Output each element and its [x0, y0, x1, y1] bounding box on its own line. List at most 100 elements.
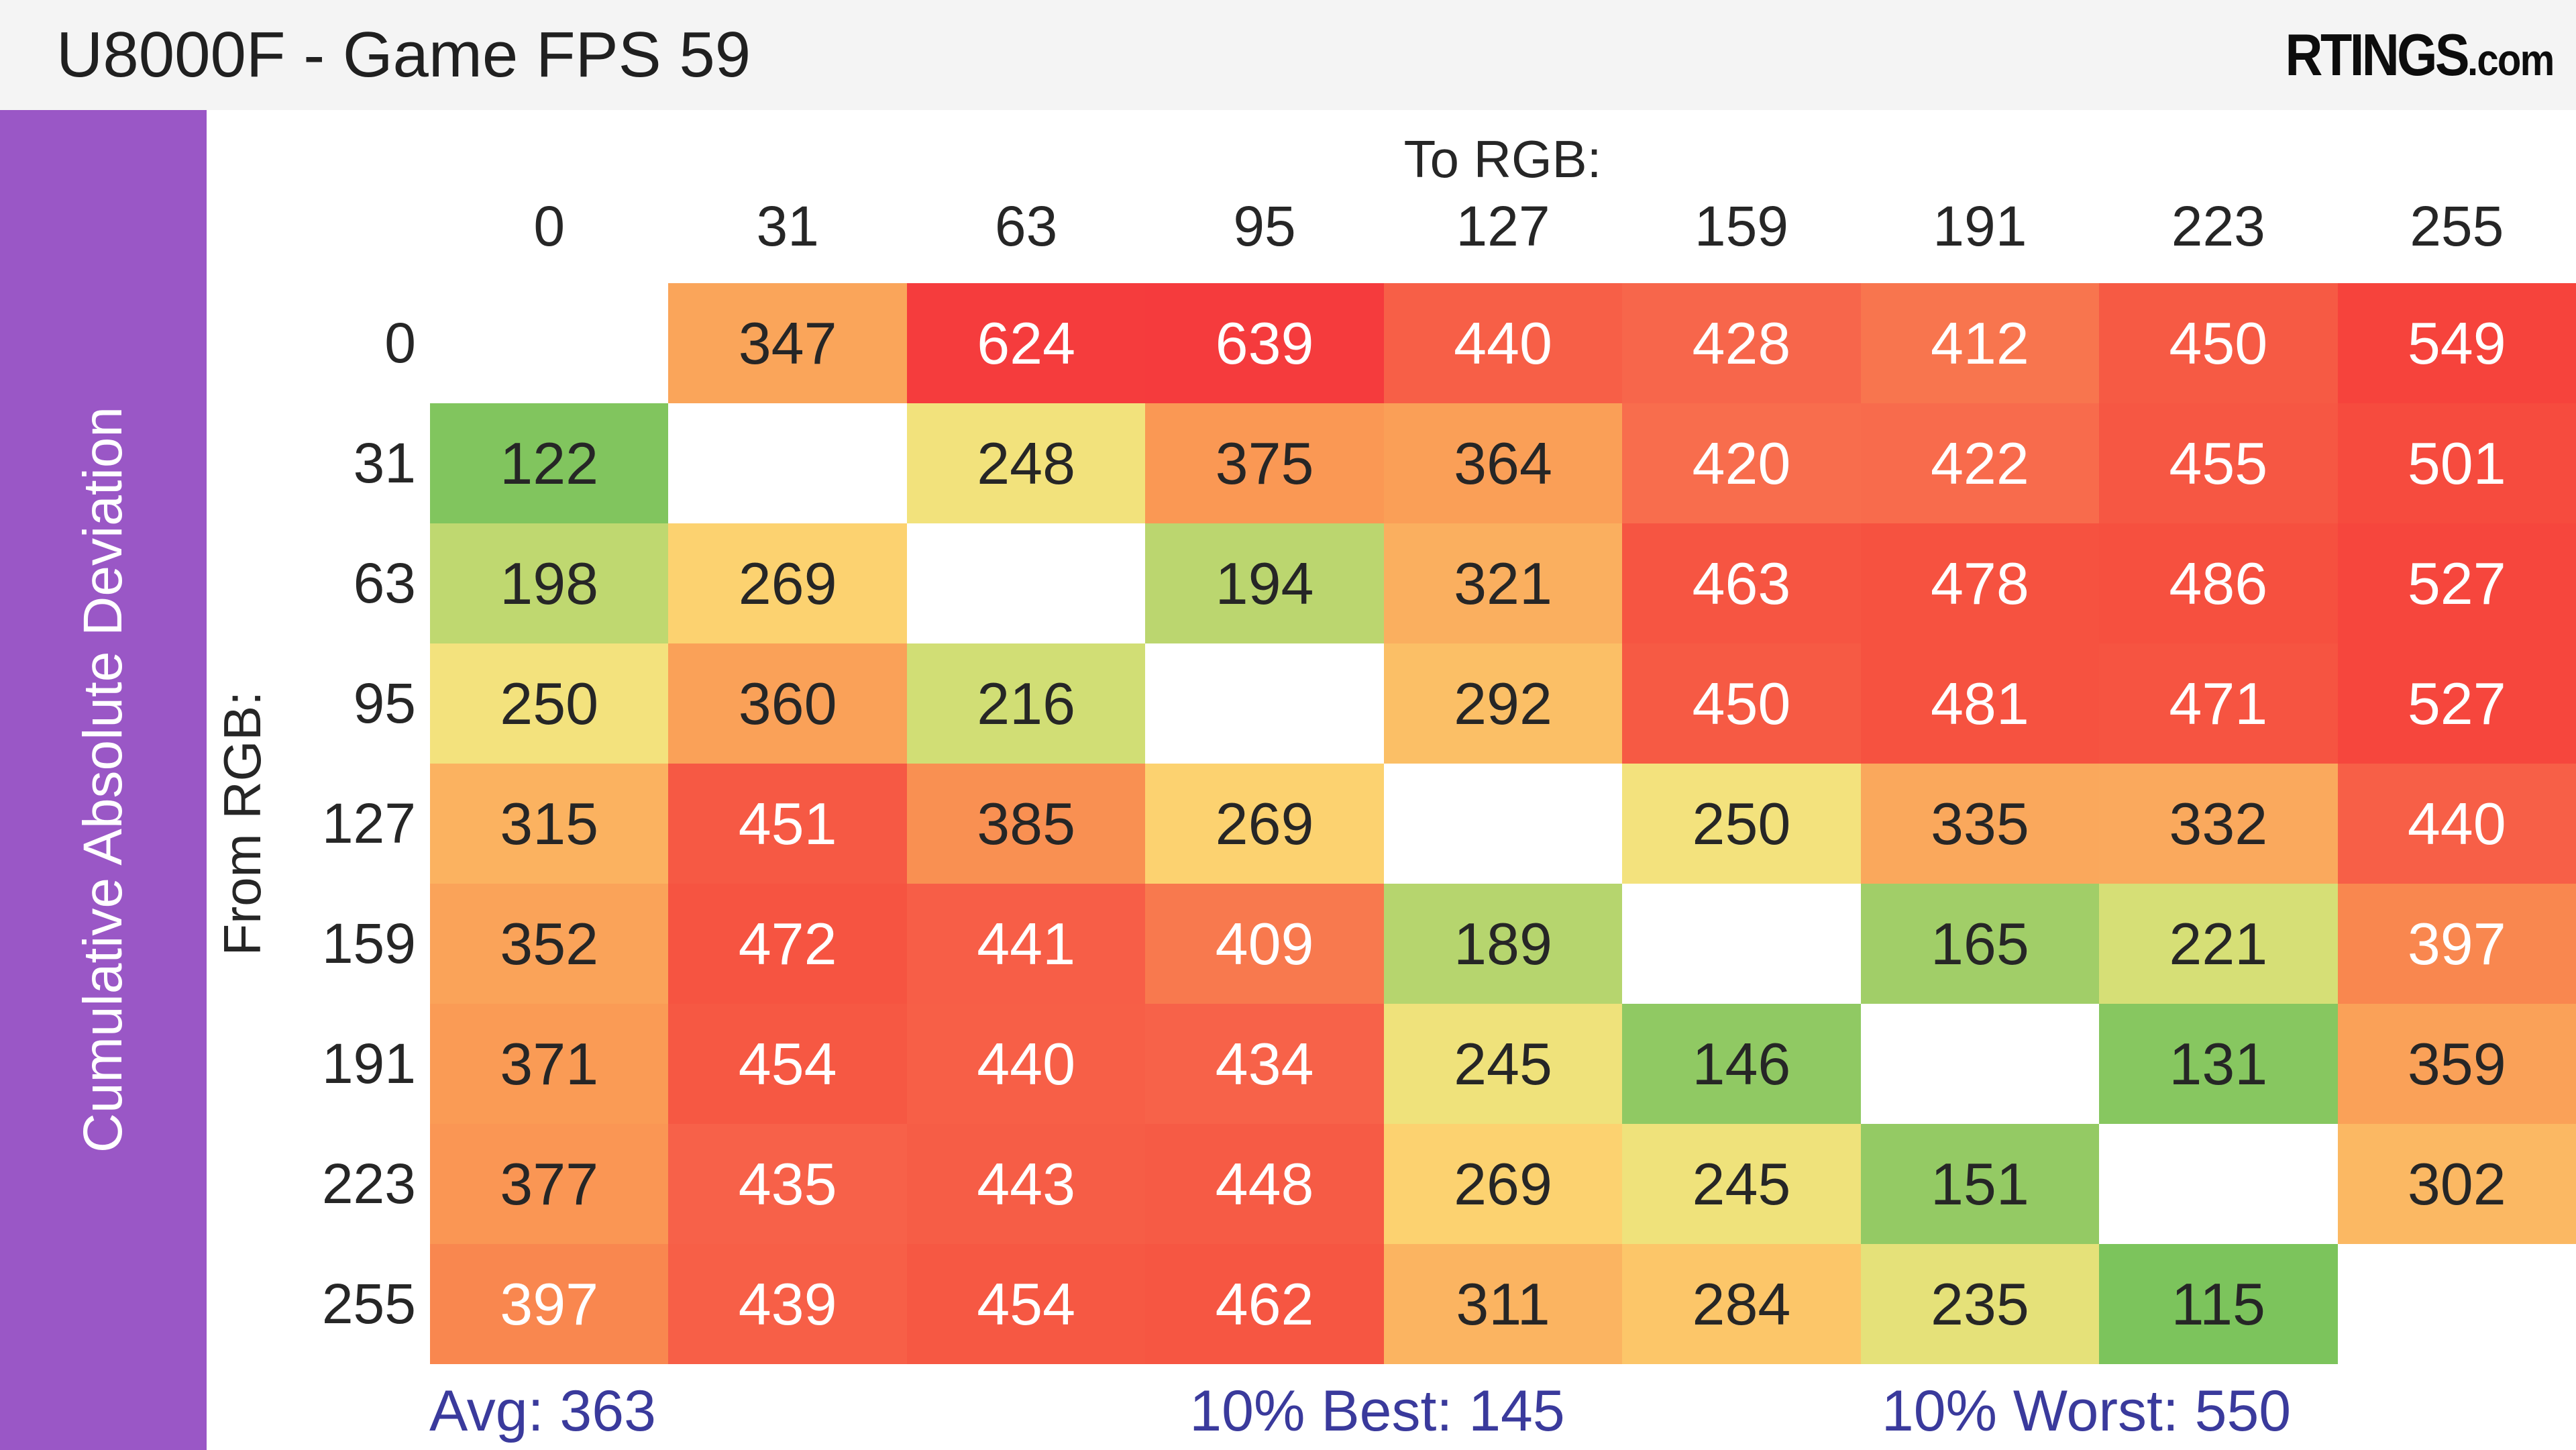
heatmap-cell: 352 — [430, 884, 669, 1004]
heatmap-cell: 347 — [668, 283, 907, 403]
heatmap-cell: 527 — [2337, 643, 2576, 764]
row-label-159: 159 — [321, 912, 416, 975]
heatmap-cell: 450 — [2099, 283, 2338, 403]
heatmap-cell: 377 — [430, 1124, 669, 1244]
heatmap-cell: 250 — [430, 643, 669, 764]
heatmap-cell-diagonal — [2099, 1124, 2338, 1244]
heatmap-cell-diagonal — [2337, 1244, 2576, 1364]
heatmap-cell: 422 — [1860, 403, 2100, 523]
heatmap-cell: 359 — [2337, 1004, 2576, 1124]
heatmap-cell: 486 — [2099, 523, 2338, 643]
heatmap-cell: 332 — [2099, 764, 2338, 884]
col-label-127: 127 — [1456, 194, 1550, 258]
heatmap-cell: 375 — [1145, 403, 1384, 523]
heatmap-cell: 527 — [2337, 523, 2576, 643]
row-label-223: 223 — [321, 1152, 416, 1215]
col-label-159: 159 — [1694, 194, 1789, 258]
col-label-0: 0 — [533, 194, 566, 258]
heatmap-cell: 269 — [1383, 1124, 1623, 1244]
heatmap-cell: 397 — [430, 1244, 669, 1364]
col-label-191: 191 — [1933, 194, 2027, 258]
heatmap-cell: 451 — [668, 764, 907, 884]
heatmap-cell: 250 — [1622, 764, 1861, 884]
heatmap-cell: 245 — [1622, 1124, 1861, 1244]
heatmap-cell: 371 — [430, 1004, 669, 1124]
col-label-63: 63 — [994, 194, 1058, 258]
heatmap-cell: 194 — [1145, 523, 1384, 643]
row-label-31: 31 — [353, 431, 416, 495]
heatmap-cell-diagonal — [1622, 884, 1861, 1004]
heatmap-cell: 311 — [1383, 1244, 1623, 1364]
rtings-logo-suffix: .com — [2467, 35, 2554, 85]
heatmap-cell: 248 — [906, 403, 1146, 523]
heatmap-cell: 481 — [1860, 643, 2100, 764]
heatmap-cell: 364 — [1383, 403, 1623, 523]
heatmap-cell: 189 — [1383, 884, 1623, 1004]
heatmap-cell: 440 — [2337, 764, 2576, 884]
heatmap-cell: 292 — [1383, 643, 1623, 764]
heatmap-cell: 472 — [668, 884, 907, 1004]
row-label-0: 0 — [384, 311, 416, 374]
heatmap-cell: 165 — [1860, 884, 2100, 1004]
col-label-223: 223 — [2171, 194, 2265, 258]
row-axis-title-text: From RGB: — [212, 691, 272, 956]
row-label-191: 191 — [321, 1032, 416, 1095]
header-bar: U8000F - Game FPS 59 RTINGS .com — [0, 0, 2576, 110]
heatmap-cell: 235 — [1860, 1244, 2100, 1364]
heatmap-cell: 131 — [2099, 1004, 2338, 1124]
heatmap-cell: 450 — [1622, 643, 1861, 764]
heatmap-cell: 455 — [2099, 403, 2338, 523]
metric-sidebar-label: Cumulative Absolute Deviation — [72, 407, 133, 1153]
page-title: U8000F - Game FPS 59 — [56, 19, 751, 91]
heatmap-cell-diagonal — [1860, 1004, 2100, 1124]
heatmap-cell: 269 — [1145, 764, 1384, 884]
col-axis-title: To RGB: — [1403, 130, 1602, 189]
heatmap-cell: 198 — [430, 523, 669, 643]
heatmap-cell: 440 — [906, 1004, 1146, 1124]
col-label-31: 31 — [756, 194, 819, 258]
heatmap-cell: 435 — [668, 1124, 907, 1244]
heatmap-cell: 412 — [1860, 283, 2100, 403]
stat-10pct-worst: 10% Worst: 550 — [1881, 1379, 2292, 1443]
heatmap-cell: 321 — [1383, 523, 1623, 643]
heatmap-cell: 315 — [430, 764, 669, 884]
heatmap-cell-diagonal — [668, 403, 907, 523]
col-label-95: 95 — [1233, 194, 1296, 258]
heatmap-cell: 335 — [1860, 764, 2100, 884]
heatmap-cell: 639 — [1145, 283, 1384, 403]
heatmap-cell-diagonal — [1383, 764, 1623, 884]
heatmap-cell: 221 — [2099, 884, 2338, 1004]
heatmap-cell: 462 — [1145, 1244, 1384, 1364]
rtings-logo: RTINGS .com — [2285, 21, 2555, 89]
heatmap-cell: 478 — [1860, 523, 2100, 643]
heatmap-cell: 443 — [906, 1124, 1146, 1244]
heatmap-cell: 420 — [1622, 403, 1861, 523]
heatmap-cell: 115 — [2099, 1244, 2338, 1364]
rtings-logo-text: RTINGS — [2285, 21, 2469, 88]
heatmap-cell: 471 — [2099, 643, 2338, 764]
heatmap-cell: 302 — [2337, 1124, 2576, 1244]
heatmap-cell: 463 — [1622, 523, 1861, 643]
row-label-255: 255 — [321, 1272, 416, 1335]
col-label-255: 255 — [2410, 194, 2504, 258]
heatmap-cell: 448 — [1145, 1124, 1384, 1244]
heatmap-cell: 360 — [668, 643, 907, 764]
heatmap-cell: 245 — [1383, 1004, 1623, 1124]
heatmap-cell: 441 — [906, 884, 1146, 1004]
heatmap-cell-diagonal — [430, 283, 669, 403]
heatmap-grid: 347 624 639 440 428 412 450 549 122 248 375 364 420 4… — [430, 283, 2576, 1364]
row-labels: 0 31 63 95 127 159 191 223 255 — [268, 283, 416, 1364]
heatmap-cell: 454 — [906, 1244, 1146, 1364]
summary-stats: Avg: 363 10% Best: 145 10% Worst: 550 — [0, 1369, 2576, 1450]
heatmap-cell-diagonal — [1145, 643, 1384, 764]
heatmap-cell: 269 — [668, 523, 907, 643]
stat-10pct-best: 10% Best: 145 — [1189, 1379, 1565, 1443]
heatmap-cell: 428 — [1622, 283, 1861, 403]
row-label-63: 63 — [353, 552, 416, 615]
heatmap-cell: 122 — [430, 403, 669, 523]
stat-average: Avg: 363 — [429, 1379, 656, 1443]
heatmap-cell: 151 — [1860, 1124, 2100, 1244]
heatmap-cell: 146 — [1622, 1004, 1861, 1124]
heatmap-cell: 409 — [1145, 884, 1384, 1004]
heatmap-cell: 397 — [2337, 884, 2576, 1004]
